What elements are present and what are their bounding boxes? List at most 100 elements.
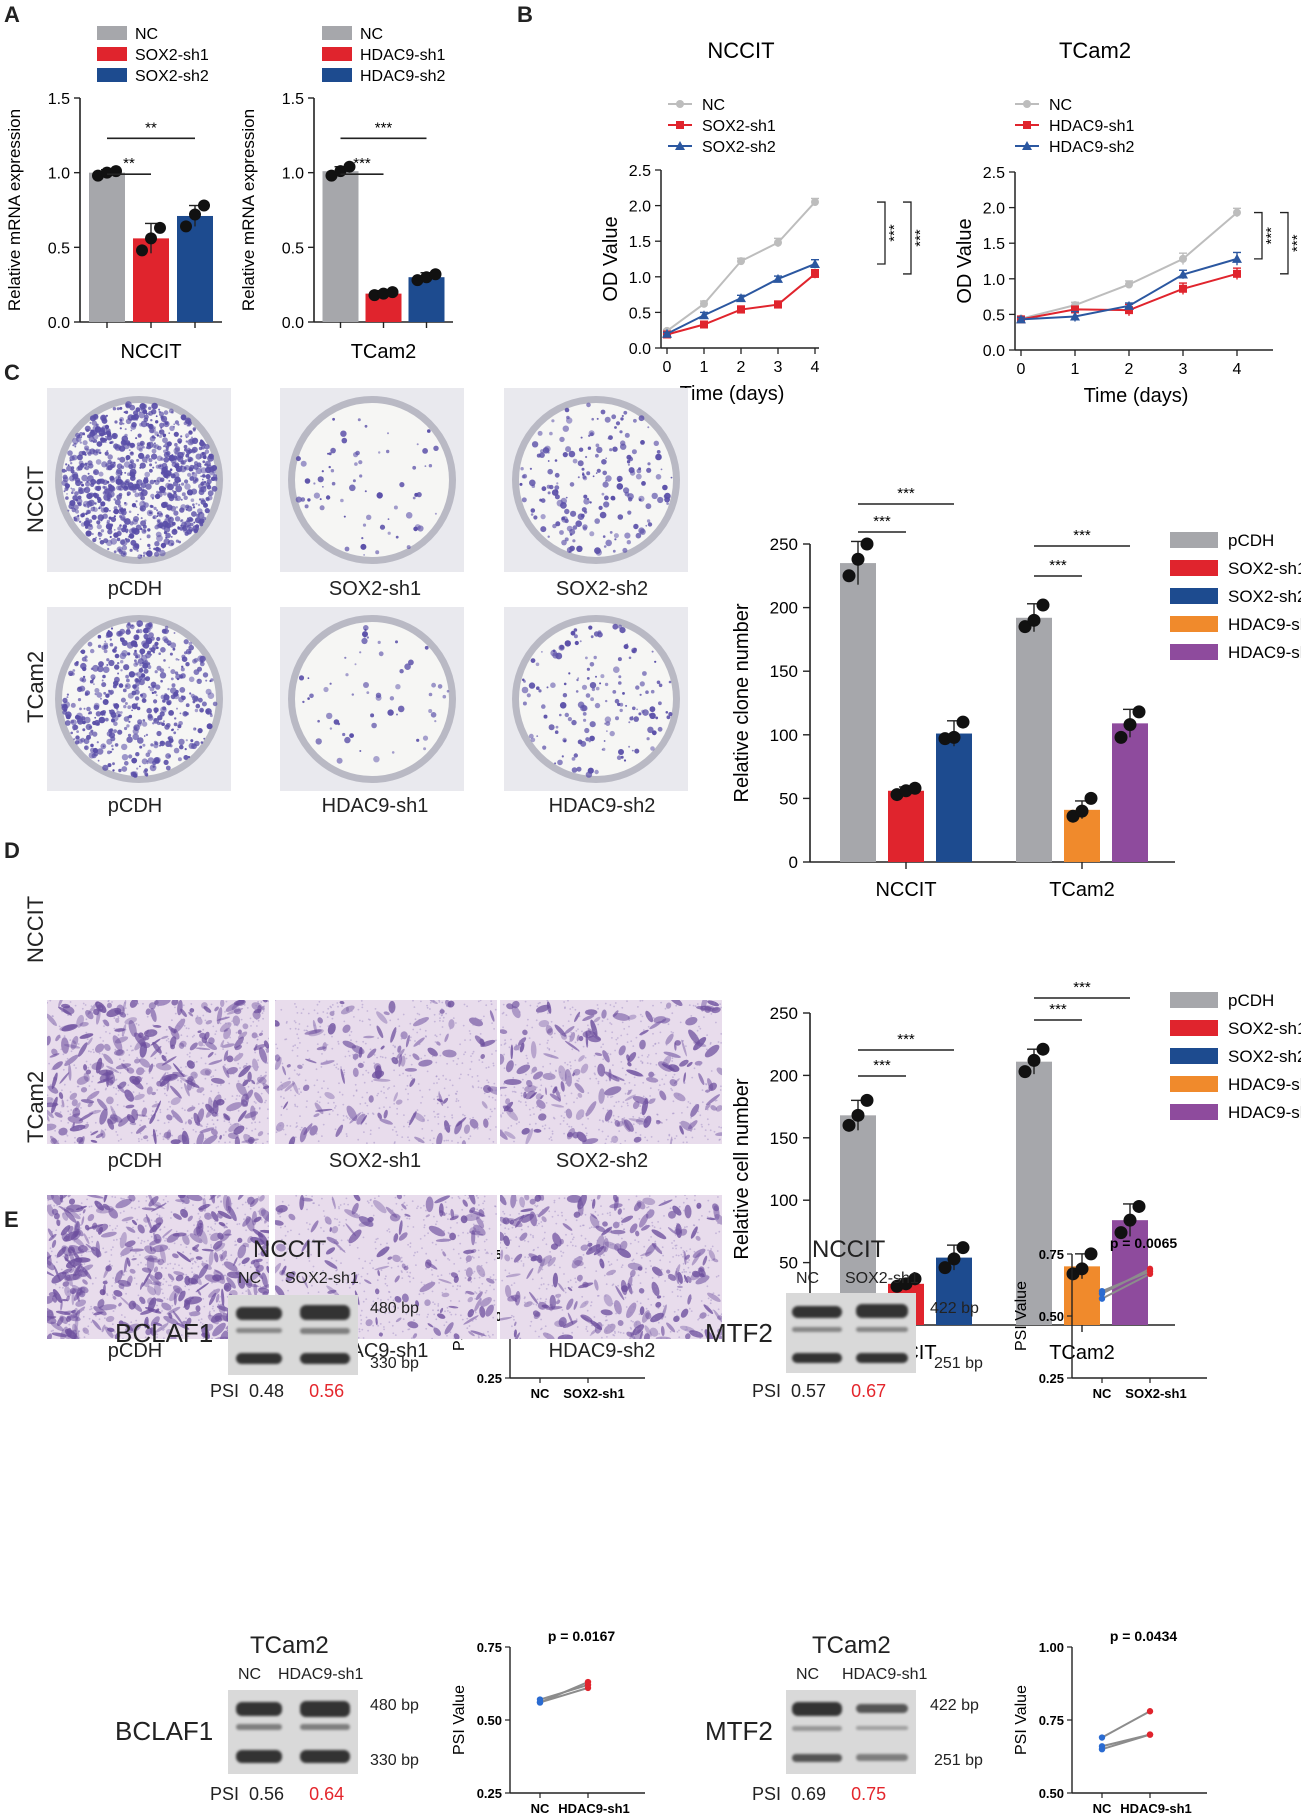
legend-label: HDAC9-sh1 bbox=[1049, 118, 1134, 135]
y-axis-label: Relative clone number bbox=[731, 603, 753, 802]
data-point bbox=[1017, 314, 1025, 323]
legend-a-right-swatch bbox=[322, 68, 352, 82]
data-point bbox=[1123, 718, 1137, 732]
bp-label: 251 bp bbox=[934, 1355, 983, 1372]
data-point bbox=[1124, 300, 1134, 310]
data-point bbox=[908, 781, 922, 795]
significance-label: *** bbox=[897, 485, 915, 502]
data-point bbox=[1114, 1226, 1128, 1240]
colony-dish-image bbox=[280, 388, 464, 572]
data-point bbox=[368, 289, 381, 302]
bar bbox=[408, 277, 445, 322]
panel-d-legend-label: SOX2-sh2 bbox=[1228, 1047, 1301, 1066]
data-point bbox=[1027, 1053, 1041, 1067]
data-point bbox=[198, 199, 210, 212]
p-value: p = 0.0167 bbox=[548, 1628, 616, 1644]
panel-c-legend-label: HDAC9-sh2 bbox=[1228, 643, 1301, 662]
legend-a-right-swatch bbox=[322, 47, 352, 61]
legend-label: NC bbox=[1049, 97, 1072, 114]
psi-label: PSI bbox=[210, 1381, 240, 1401]
data-point bbox=[145, 232, 157, 245]
bar bbox=[133, 238, 169, 322]
panel-d-row-label-tcam2: TCam2 bbox=[23, 1070, 48, 1143]
series-line bbox=[1020, 257, 1238, 321]
stained-cells bbox=[500, 1000, 722, 1144]
y-tick-label: 2.0 bbox=[629, 199, 651, 216]
dish bbox=[288, 396, 456, 564]
pair-line bbox=[1101, 1270, 1151, 1293]
data-point bbox=[1125, 306, 1133, 315]
psi-label: PSI bbox=[752, 1784, 782, 1804]
pair-line bbox=[539, 1684, 589, 1701]
series-line bbox=[666, 273, 816, 336]
y-axis-label: PSI Value bbox=[1013, 1685, 1030, 1755]
gel-lane-label: NC bbox=[238, 1270, 262, 1287]
y-tick-label: 1.0 bbox=[282, 166, 304, 183]
legend-marker bbox=[1022, 141, 1032, 150]
sh-point bbox=[1146, 1268, 1154, 1275]
y-tick-label: 1.5 bbox=[983, 236, 1005, 253]
data-point bbox=[938, 732, 952, 746]
legend-label: NC bbox=[702, 97, 725, 114]
data-point bbox=[1075, 804, 1089, 818]
series-line bbox=[1020, 272, 1238, 321]
x-tick-label: 4 bbox=[1233, 361, 1242, 378]
gel-image bbox=[786, 1293, 916, 1373]
series-line bbox=[666, 263, 816, 335]
panel-d-legend-label: SOX2-sh1 bbox=[1228, 1019, 1301, 1038]
stained-cells bbox=[275, 1000, 497, 1144]
y-tick-label: 1.5 bbox=[629, 234, 651, 251]
significance-label: *** bbox=[353, 155, 371, 172]
data-point bbox=[189, 208, 201, 221]
dish bbox=[512, 615, 680, 783]
data-point bbox=[1075, 1262, 1089, 1276]
panel-d-caption: SOX2-sh1 bbox=[328, 1150, 422, 1172]
nc-point bbox=[536, 1699, 544, 1706]
x-tick-label: 2 bbox=[737, 359, 746, 376]
nc-point bbox=[1098, 1734, 1106, 1741]
data-point bbox=[1114, 730, 1128, 744]
significance-label: ** bbox=[145, 119, 157, 136]
legend-label: SOX2-sh2 bbox=[702, 139, 776, 156]
y-tick-label: 0.0 bbox=[983, 343, 1005, 360]
data-point bbox=[1233, 208, 1241, 217]
y-tick-label: 100 bbox=[770, 726, 798, 745]
data-point bbox=[851, 1108, 865, 1122]
data-point bbox=[899, 784, 913, 798]
chart-title: TCam2 bbox=[1059, 38, 1131, 63]
x-axis-label: TCam2 bbox=[351, 341, 417, 363]
data-point bbox=[1016, 314, 1026, 324]
data-point bbox=[1017, 315, 1025, 324]
gel-image bbox=[228, 1690, 358, 1774]
bp-label: 422 bp bbox=[930, 1697, 979, 1714]
psi-value-treated: 0.75 bbox=[851, 1784, 887, 1804]
gel-lane-label: HDAC9-sh1 bbox=[278, 1666, 364, 1683]
psi-row: PSI 0.69 0.75 bbox=[752, 1784, 886, 1805]
panel-c-caption: pCDH bbox=[107, 795, 163, 817]
bar bbox=[840, 563, 876, 862]
psi-label: PSI bbox=[210, 1784, 240, 1804]
psi-value-treated: 0.67 bbox=[851, 1381, 887, 1401]
y-tick-label: 0.75 bbox=[477, 1640, 502, 1655]
transwell-image bbox=[500, 1195, 722, 1339]
sh-point bbox=[1146, 1731, 1154, 1738]
data-point bbox=[700, 299, 708, 308]
dish bbox=[512, 396, 680, 564]
data-point bbox=[1036, 1042, 1050, 1056]
gel-image bbox=[228, 1295, 358, 1375]
data-point bbox=[956, 1241, 970, 1255]
data-point bbox=[343, 160, 356, 173]
colony-dish-image bbox=[504, 388, 688, 572]
panel-d-legend-label: HDAC9-sh1 bbox=[1228, 1075, 1301, 1094]
y-tick-label: 1.5 bbox=[282, 91, 304, 108]
y-tick-label: 0.5 bbox=[983, 307, 1005, 324]
gel-title: NCCIT bbox=[253, 1236, 327, 1263]
bar bbox=[1016, 1061, 1052, 1325]
data-point bbox=[110, 165, 122, 178]
significance-label: *** bbox=[1049, 1001, 1067, 1018]
panel-c-caption: HDAC9-sh1 bbox=[321, 795, 429, 817]
data-point bbox=[810, 258, 820, 268]
sh-point bbox=[584, 1678, 592, 1686]
legend-marker bbox=[1023, 121, 1031, 129]
data-point bbox=[662, 328, 672, 338]
